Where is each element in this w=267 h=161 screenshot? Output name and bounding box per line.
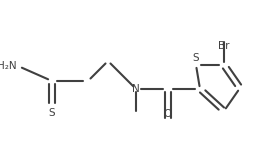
Text: S: S [193, 53, 199, 63]
Text: O: O [164, 109, 172, 119]
Text: N: N [132, 84, 140, 94]
Text: Br: Br [218, 41, 230, 51]
Text: S: S [49, 108, 55, 118]
Text: H₂N: H₂N [0, 61, 17, 71]
